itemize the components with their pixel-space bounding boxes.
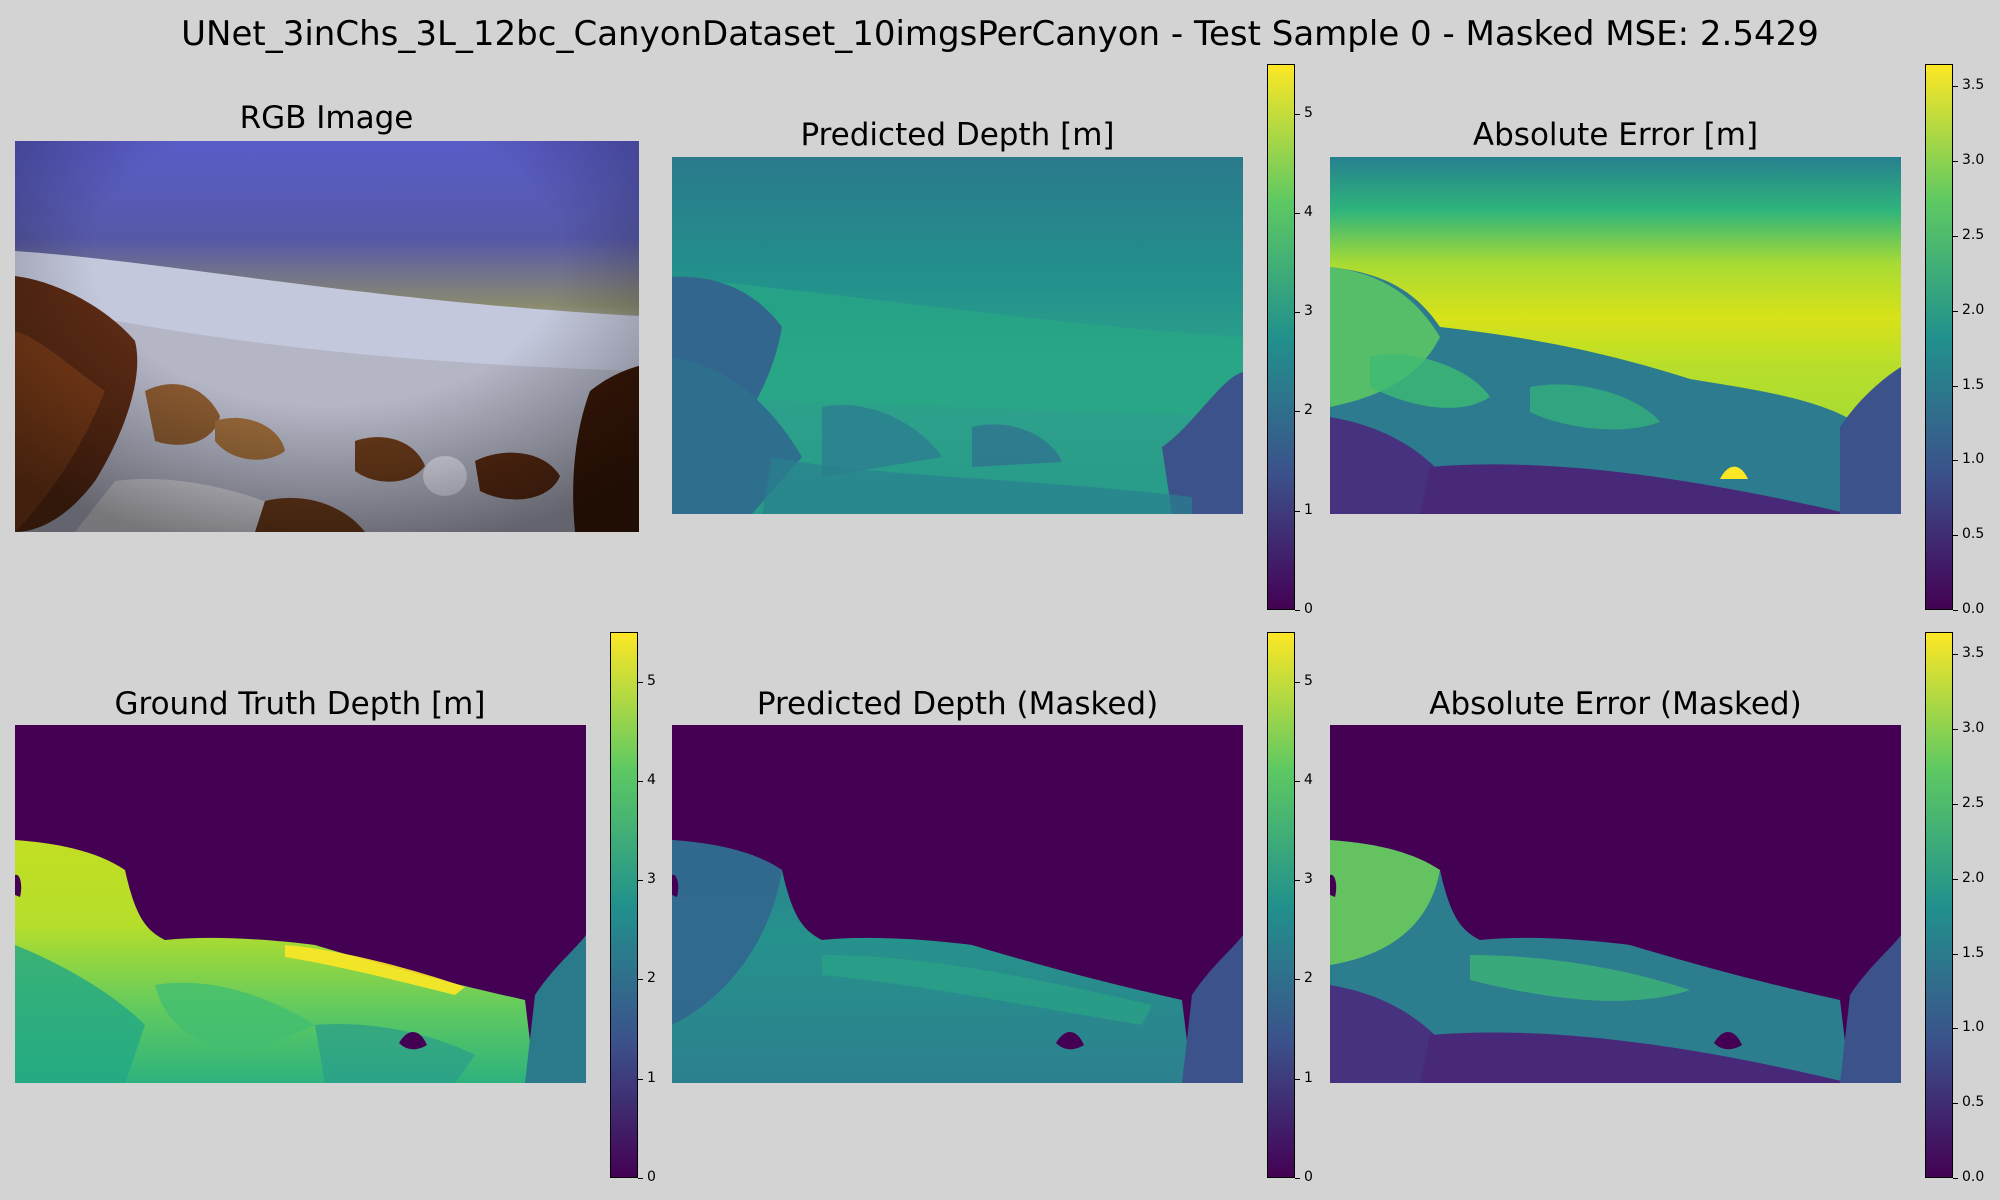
colorbar-tick-mark <box>1953 310 1958 312</box>
colorbar-tick-label: 3.0 <box>1962 720 1985 737</box>
colorbar-tick-mark <box>1953 385 1958 387</box>
colorbar-tick-mark <box>1295 1178 1300 1179</box>
colorbar-tick-label: 1 <box>647 1069 656 1086</box>
colorbar-tick-mark <box>1295 681 1300 683</box>
colorbar-absolute-error-masked: 0.0 0.5 1.0 1.5 2.0 2.5 3.0 3.5 <box>1925 632 1984 1185</box>
colorbar-tick-mark <box>1953 535 1958 537</box>
colorbar-tick-label: 0 <box>647 1169 656 1185</box>
colorbar-ground-truth: 0 1 2 3 4 5 <box>610 632 656 1185</box>
colorbar-tick-mark <box>1295 113 1300 115</box>
colorbar-tick-label: 2 <box>1304 402 1313 419</box>
colorbar-tick-label: 5 <box>1304 104 1313 121</box>
colorbar-tick-label: 2.0 <box>1962 301 1985 318</box>
colorbar-tick-mark <box>1953 1103 1958 1105</box>
colorbar-tick-label: 2 <box>647 970 656 987</box>
colorbar-tick-label: 0.5 <box>1962 1094 1985 1111</box>
rgb-image <box>15 141 639 532</box>
absolute-error-masked-map <box>1330 725 1901 1083</box>
colorbar-tick-label: 1.5 <box>1962 376 1985 393</box>
colorbar-tick-label: 0.5 <box>1962 526 1985 543</box>
colorbar-absolute-error: 0.0 0.5 1.0 1.5 2.0 2.5 3.0 3.5 <box>1925 64 1984 617</box>
colorbar-tick-label: 4 <box>647 771 656 788</box>
panel-title-rgb: RGB Image <box>239 100 414 136</box>
colorbar-tick-mark <box>1295 510 1300 512</box>
colorbar-tick-mark <box>1953 953 1958 955</box>
colorbar-tick-mark <box>1953 236 1958 238</box>
colorbar-tick-label: 1.5 <box>1962 944 1985 961</box>
colorbar-tick-label: 3 <box>647 871 656 888</box>
colorbar-tick-label: 0 <box>1304 1169 1313 1185</box>
colorbar-tick-mark <box>1295 979 1300 981</box>
colorbar-tick-mark <box>1953 610 1958 611</box>
colorbar-tick-mark <box>638 780 643 782</box>
predicted-depth-masked-map <box>672 725 1243 1083</box>
colorbar-tick-label: 1 <box>1304 501 1313 518</box>
colorbar-tick-mark <box>1295 780 1300 782</box>
colorbar-tick-label: 1.0 <box>1962 451 1985 468</box>
colorbar-tick-label: 5 <box>1304 672 1313 689</box>
panel-title-predicted-depth: Predicted Depth [m] <box>800 117 1115 153</box>
colorbar-tick-label: 0 <box>1304 601 1313 617</box>
colorbar-tick-label: 3.5 <box>1962 77 1985 94</box>
panel-title-predicted-masked: Predicted Depth (Masked) <box>756 686 1159 722</box>
colorbar-tick-mark <box>1295 312 1300 314</box>
panel-title-absolute-error: Absolute Error [m] <box>1472 117 1759 153</box>
colorbar-tick-label: 3 <box>1304 871 1313 888</box>
colorbar-tick-mark <box>1953 729 1958 731</box>
colorbar-tick-label: 2.0 <box>1962 869 1985 886</box>
colorbar-tick-label: 3 <box>1304 303 1313 320</box>
colorbar-tick-label: 4 <box>1304 203 1313 220</box>
figure-title: UNet_3inChs_3L_12bc_CanyonDataset_10imgs… <box>181 14 1819 54</box>
colorbar-tick-mark <box>638 681 643 683</box>
colorbar-tick-mark <box>1295 880 1300 882</box>
panel-title-ground-truth: Ground Truth Depth [m] <box>114 686 486 722</box>
colorbar-tick-mark <box>1953 1028 1958 1030</box>
colorbar-tick-label: 2.5 <box>1962 795 1985 812</box>
colorbar-tick-label: 3.0 <box>1962 152 1985 169</box>
colorbar-tick-mark <box>1295 212 1300 214</box>
ground-truth-depth-map <box>15 725 586 1083</box>
colorbar-tick-mark <box>1953 161 1958 163</box>
colorbar-tick-mark <box>1953 1178 1958 1179</box>
colorbar-tick-mark <box>1953 86 1958 88</box>
colorbar-tick-label: 4 <box>1304 771 1313 788</box>
absolute-error-map <box>1330 157 1901 514</box>
predicted-depth-map <box>672 157 1243 514</box>
colorbar-tick-label: 1 <box>1304 1069 1313 1086</box>
colorbar-tick-mark <box>1953 460 1958 462</box>
colorbar-tick-mark <box>638 1078 643 1080</box>
colorbar-tick-label: 5 <box>647 672 656 689</box>
colorbar-tick-label: 2.5 <box>1962 227 1985 244</box>
colorbar-tick-mark <box>1953 804 1958 806</box>
colorbar-tick-mark <box>638 880 643 882</box>
colorbar-tick-label: 2 <box>1304 970 1313 987</box>
panel-title-absolute-error-masked: Absolute Error (Masked) <box>1429 686 1802 722</box>
colorbar-predicted-masked: 0 1 2 3 4 5 <box>1267 632 1313 1185</box>
colorbar-predicted-depth: 0 1 2 3 4 5 <box>1267 64 1313 617</box>
colorbar-tick-label: 1.0 <box>1962 1019 1985 1036</box>
colorbar-tick-label: 3.5 <box>1962 645 1985 662</box>
colorbar-tick-mark <box>1953 878 1958 880</box>
colorbar-tick-mark <box>1295 411 1300 413</box>
colorbar-tick-mark <box>638 979 643 981</box>
colorbar-tick-mark <box>1295 1078 1300 1080</box>
colorbar-tick-mark <box>1953 654 1958 656</box>
colorbar-tick-mark <box>638 1178 643 1179</box>
colorbar-tick-mark <box>1295 610 1300 611</box>
colorbar-tick-label: 0.0 <box>1962 1169 1985 1185</box>
colorbar-tick-label: 0.0 <box>1962 601 1985 617</box>
